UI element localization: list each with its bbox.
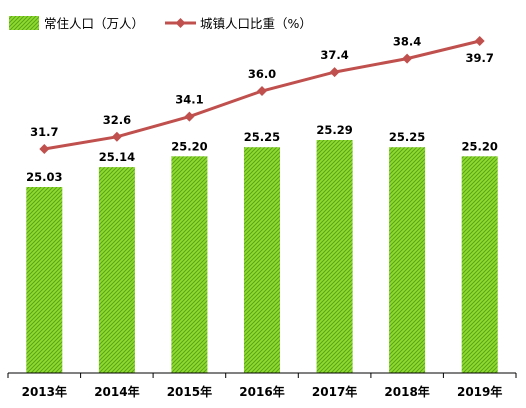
line-point-marker <box>402 53 413 64</box>
bar-2016年 <box>244 147 280 373</box>
line-value-label: 34.1 <box>175 93 203 107</box>
line-point-marker <box>184 111 195 122</box>
line-value-label: 39.7 <box>466 51 494 65</box>
bar-2017年 <box>316 140 353 373</box>
line-point-marker <box>257 86 267 96</box>
x-tick-label: 2019年 <box>457 384 502 399</box>
bar-2018年 <box>389 147 426 373</box>
legend-swatch-marker <box>175 18 186 28</box>
bar-2019年 <box>461 156 498 373</box>
line-value-label: 31.7 <box>30 125 58 139</box>
bar-value-label: 25.29 <box>316 123 352 137</box>
line-value-label: 36.0 <box>248 67 276 81</box>
x-tick-label: 2017年 <box>312 384 357 399</box>
x-axis: 2013年 2014年 2015年 2016年 2017年 2018年 2019年 <box>7 372 517 399</box>
bars-layer: 25.03 25.14 25.20 25.25 25.29 25.25 25.20 <box>26 123 498 373</box>
x-tick-label: 2013年 <box>22 384 67 399</box>
bar-value-label: 25.25 <box>244 130 280 144</box>
line-value-label: 37.4 <box>320 48 348 62</box>
line-value-label: 32.6 <box>103 113 131 127</box>
line-point-marker <box>474 36 485 46</box>
x-tick-label: 2016年 <box>239 384 284 399</box>
bar-value-label: 25.03 <box>26 170 62 184</box>
legend-swatch-bar <box>9 16 39 30</box>
bar-2015年 <box>171 156 208 373</box>
line-point-marker <box>111 131 122 142</box>
legend-label-line: 城镇人口比重（%） <box>200 16 312 31</box>
bar-2013年 <box>26 187 63 373</box>
bar-2014年 <box>98 167 135 373</box>
bar-value-label: 25.20 <box>462 139 498 153</box>
line-layer: 31.7 32.6 34.1 36.0 37.4 38.4 39.7 <box>30 35 494 154</box>
line-point-marker <box>39 144 50 154</box>
x-tick-label: 2015年 <box>167 384 212 399</box>
bar-value-label: 25.20 <box>171 139 207 153</box>
bar-value-label: 25.25 <box>389 130 425 144</box>
bar-value-label: 25.14 <box>99 150 135 164</box>
line-point-marker <box>329 67 340 78</box>
x-tick-label: 2018年 <box>384 384 429 399</box>
legend-label-bar: 常住人口（万人） <box>44 16 144 31</box>
x-tick-label: 2014年 <box>94 384 139 399</box>
line-value-label: 38.4 <box>393 35 421 49</box>
legend: 常住人口（万人） 城镇人口比重（%） <box>9 16 312 31</box>
